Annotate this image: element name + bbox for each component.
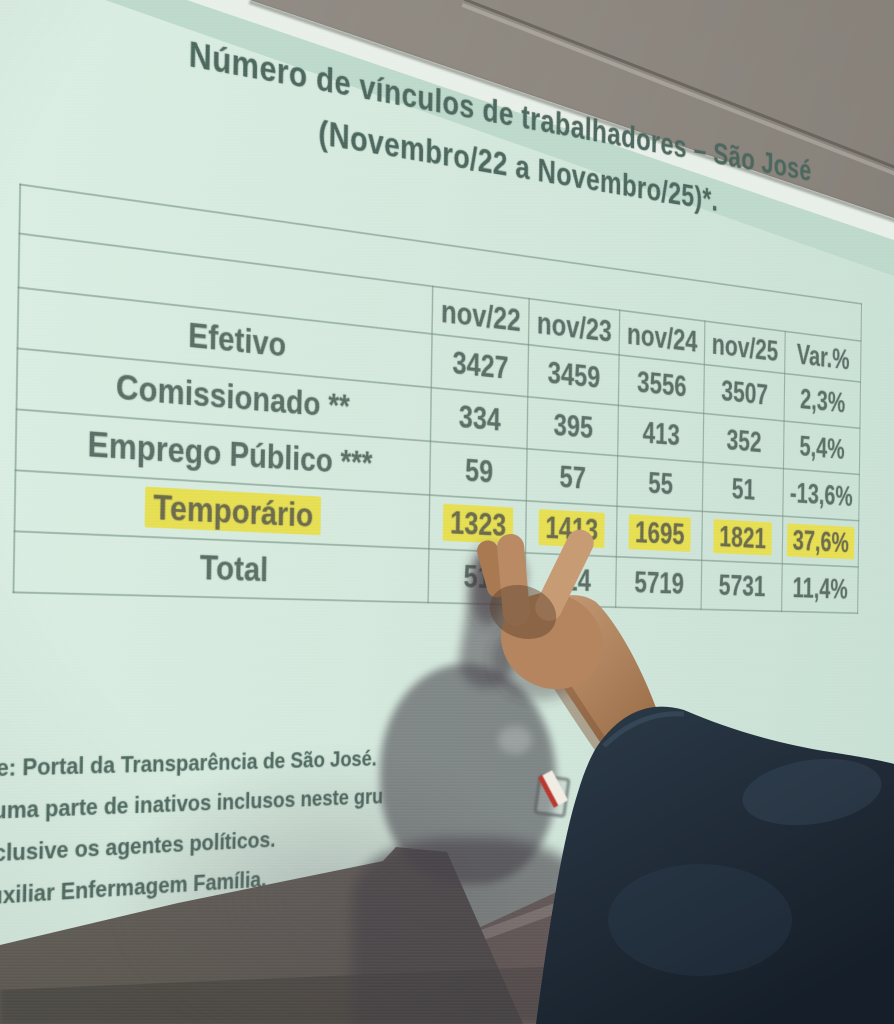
thumb [477, 540, 508, 598]
sleeve-shape [536, 706, 894, 1024]
hand-shaded-area [489, 584, 557, 640]
sleeve [536, 706, 894, 1024]
sleeve-cuff-fold [602, 711, 685, 748]
index-finger [497, 534, 530, 626]
sleeve-highlight [742, 758, 882, 826]
shadow-hair-highlight [498, 726, 532, 754]
sleeve-highlight-2 [608, 864, 792, 976]
middle-finger [535, 529, 594, 621]
